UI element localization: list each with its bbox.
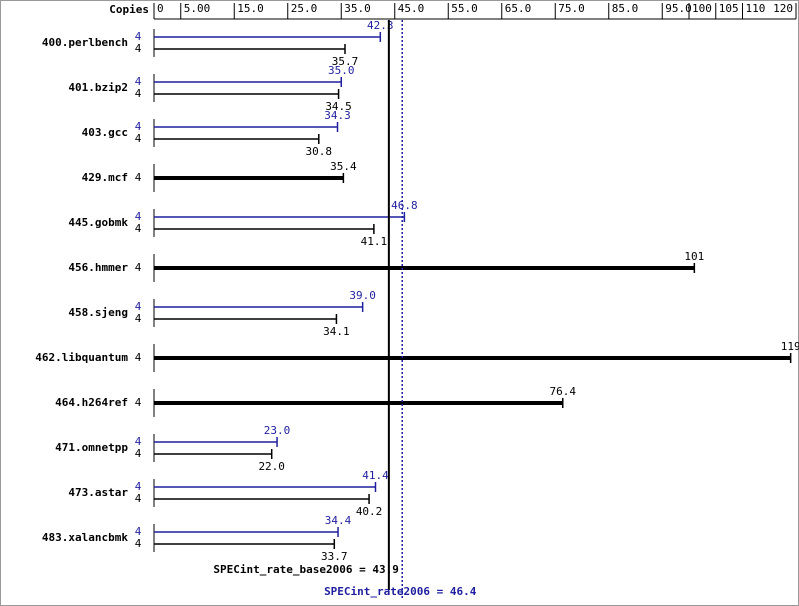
x-tick-label: 85.0: [612, 2, 639, 15]
copies-label: 4: [135, 525, 142, 538]
benchmark-label: 456.hmmer: [68, 261, 128, 274]
x-tick-label: 110: [746, 2, 766, 15]
copies-label: 4: [135, 75, 142, 88]
value-label: 34.1: [323, 325, 350, 338]
benchmark-label: 445.gobmk: [68, 216, 128, 229]
copies-label: 4: [135, 396, 142, 409]
value-label: 35.4: [330, 160, 357, 173]
x-tick-label: 35.0: [344, 2, 371, 15]
benchmark-label: 473.astar: [68, 486, 128, 499]
copies-label: 4: [135, 480, 142, 493]
x-tick-label: 15.0: [237, 2, 264, 15]
benchmark-label: 458.sjeng: [68, 306, 128, 319]
x-tick-label: 105: [719, 2, 739, 15]
copies-label: 4: [135, 447, 142, 460]
x-tick-label: 120: [773, 2, 793, 15]
value-label: 34.3: [324, 109, 351, 122]
copies-label: 4: [135, 42, 142, 55]
x-tick-label: 5.00: [184, 2, 211, 15]
value-label: 35.7: [332, 55, 359, 68]
benchmark-label: 462.libquantum: [35, 351, 128, 364]
reference-label: SPECint_rate2006 = 46.4: [324, 585, 477, 598]
value-label: 23.0: [264, 424, 291, 437]
value-label: 34.5: [325, 100, 352, 113]
copies-label: 4: [135, 87, 142, 100]
copies-label: 4: [135, 300, 142, 313]
copies-label: 4: [135, 261, 142, 274]
value-label: 76.4: [549, 385, 576, 398]
benchmark-label: 471.omnetpp: [55, 441, 128, 454]
value-label: 39.0: [349, 289, 376, 302]
x-tick-label: 55.0: [451, 2, 478, 15]
copies-label: 4: [135, 222, 142, 235]
benchmark-label: 483.xalancbmk: [42, 531, 128, 544]
reference-label: SPECint_rate_base2006 = 43.9: [213, 563, 398, 576]
x-tick-label: 0: [157, 2, 164, 15]
x-tick-label: 25.0: [291, 2, 318, 15]
x-tick-label: 65.0: [505, 2, 532, 15]
value-label: 119: [781, 340, 799, 353]
value-label: 30.8: [306, 145, 333, 158]
benchmark-label: 400.perlbench: [42, 36, 128, 49]
value-label: 40.2: [356, 505, 383, 518]
benchmark-label: 464.h264ref: [55, 396, 128, 409]
value-label: 22.0: [258, 460, 285, 473]
value-label: 33.7: [321, 550, 348, 563]
copies-label: 4: [135, 351, 142, 364]
copies-label: 4: [135, 435, 142, 448]
x-tick-label: 75.0: [558, 2, 585, 15]
benchmark-label: 429.mcf: [82, 171, 128, 184]
benchmark-label: 401.bzip2: [68, 81, 128, 94]
copies-label: 4: [135, 120, 142, 133]
benchmark-label: 403.gcc: [82, 126, 128, 139]
x-tick-label: 95.0: [665, 2, 692, 15]
value-label: 41.4: [362, 469, 389, 482]
value-label: 42.3: [367, 19, 394, 32]
copies-label: 4: [135, 210, 142, 223]
value-label: 34.4: [325, 514, 352, 527]
value-label: 41.1: [361, 235, 388, 248]
value-label: 35.0: [328, 64, 355, 77]
copies-label: 4: [135, 537, 142, 550]
value-label: 46.8: [391, 199, 418, 212]
value-label: 101: [684, 250, 704, 263]
x-tick-label: 100: [692, 2, 712, 15]
copies-label: 4: [135, 171, 142, 184]
copies-label: 4: [135, 492, 142, 505]
copies-label: 4: [135, 30, 142, 43]
copies-label: 4: [135, 312, 142, 325]
x-tick-label: 45.0: [398, 2, 425, 15]
copies-header: Copies: [109, 3, 149, 16]
copies-label: 4: [135, 132, 142, 145]
